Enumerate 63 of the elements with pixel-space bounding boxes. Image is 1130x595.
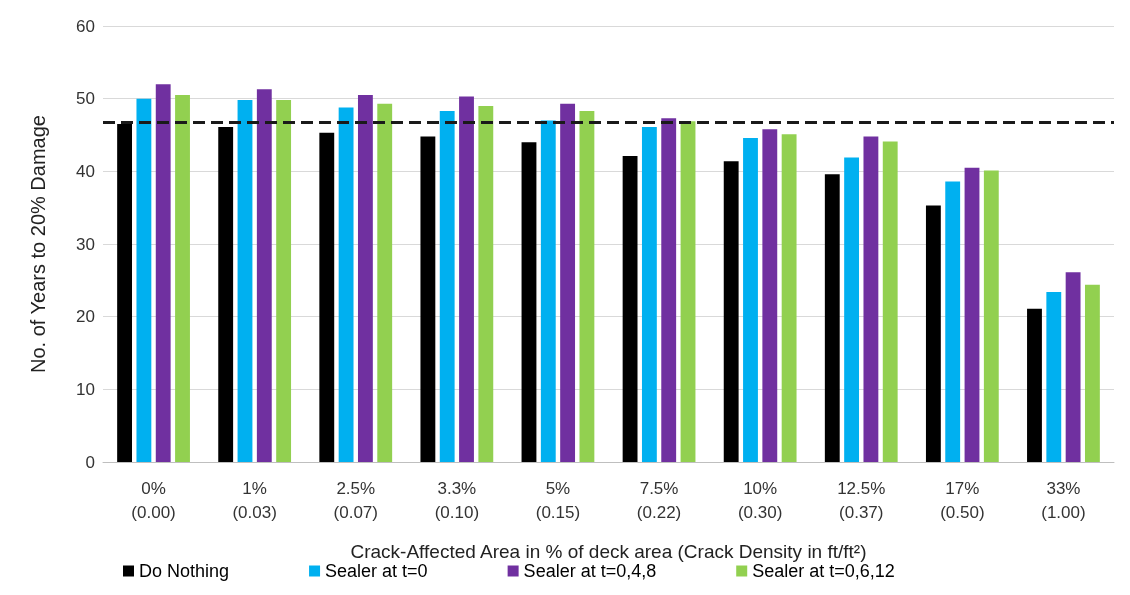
bar xyxy=(945,181,961,462)
bar xyxy=(863,136,879,462)
legend-label: Sealer at t=0,4,8 xyxy=(523,561,657,581)
bar xyxy=(579,111,595,462)
y-tick-label: 10 xyxy=(76,379,95,399)
bar xyxy=(661,118,677,462)
y-tick-label: 40 xyxy=(76,161,95,181)
y-tick-label: 30 xyxy=(76,234,95,254)
bar xyxy=(762,129,778,462)
x-tick-label: 12.5% (0.37) xyxy=(837,478,886,522)
x-tick-label: 10% (0.30) xyxy=(737,478,783,522)
bar xyxy=(723,161,739,462)
x-tick-label: 17% (0.50) xyxy=(940,478,985,522)
bar xyxy=(964,167,980,462)
y-tick-label: 50 xyxy=(76,89,95,109)
bar xyxy=(117,124,133,462)
bar xyxy=(155,84,171,462)
bar xyxy=(377,103,393,462)
bar xyxy=(237,100,253,462)
x-tick-label: 2.5% (0.07) xyxy=(333,478,378,522)
bar xyxy=(743,137,758,462)
bar xyxy=(256,89,272,462)
bar xyxy=(781,134,797,462)
bar xyxy=(1027,308,1042,462)
legend-label: Sealer at t=0 xyxy=(325,561,428,581)
bar xyxy=(357,95,373,462)
bar xyxy=(136,98,152,462)
bar xyxy=(680,121,696,462)
bar xyxy=(319,132,335,462)
bar xyxy=(1084,284,1100,462)
bar xyxy=(641,127,657,462)
bar xyxy=(824,174,840,462)
bar xyxy=(420,136,436,462)
bar xyxy=(983,170,999,462)
x-tick-label: 0% (0.00) xyxy=(131,478,176,522)
bar xyxy=(1046,291,1062,462)
bar xyxy=(882,141,898,462)
bar xyxy=(925,205,941,462)
x-tick-label: 33% (1.00) xyxy=(1041,478,1086,522)
x-tick-label: 7.5% (0.22) xyxy=(636,478,682,522)
bar xyxy=(478,105,494,462)
bar xyxy=(439,111,455,462)
x-tick-label: 3.3% (0.10) xyxy=(434,478,480,522)
bar xyxy=(844,157,860,462)
bar xyxy=(218,127,234,462)
y-tick-label: 0 xyxy=(85,452,95,472)
y-axis-title: No. of Years to 20% Damage xyxy=(27,115,49,373)
bar xyxy=(276,100,292,462)
bar xyxy=(560,103,576,462)
bar xyxy=(459,96,474,462)
legend-label: Do Nothing xyxy=(139,561,230,581)
bar xyxy=(338,107,354,462)
bar xyxy=(540,120,556,462)
x-axis-title: Crack-Affected Area in % of deck area (Crack Density in ft/ft²) xyxy=(350,541,867,562)
x-tick-label: 1% (0.03) xyxy=(232,478,277,522)
y-tick-label: 20 xyxy=(76,307,95,327)
bar xyxy=(521,142,537,462)
legend-label: Sealer at t=0,6,12 xyxy=(752,561,895,581)
bar xyxy=(175,95,190,462)
x-tick-label: 5% (0.15) xyxy=(535,478,581,522)
bar xyxy=(622,156,638,462)
y-tick-label: 60 xyxy=(76,16,95,36)
bar xyxy=(1065,272,1081,462)
